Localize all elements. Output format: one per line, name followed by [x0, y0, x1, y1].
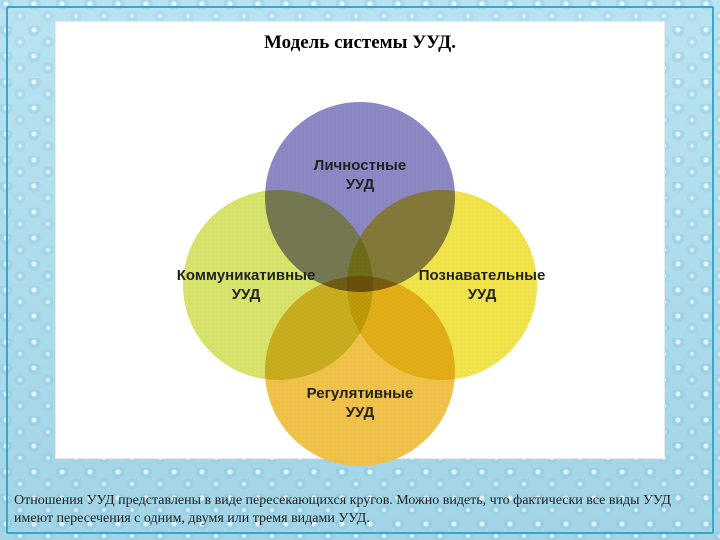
venn-label-top: Личностные УУД [270, 157, 450, 195]
venn-label-right: Познавательные УУД [392, 267, 572, 305]
slide-page: Модель системы УУД. Личностные УУД Комму… [0, 0, 720, 540]
venn-circle-bottom [265, 276, 455, 466]
caption-text: Отношения УУД представлены в виде пересе… [14, 492, 690, 528]
venn-diagram: Личностные УУД Коммуникативные УУД Позна… [150, 85, 570, 465]
venn-label-left: Коммуникативные УУД [156, 267, 336, 305]
venn-label-bottom: Регулятивные УУД [270, 385, 450, 423]
diagram-title: Модель системы УУД. [56, 32, 664, 54]
diagram-card: Модель системы УУД. Личностные УУД Комму… [56, 22, 664, 458]
